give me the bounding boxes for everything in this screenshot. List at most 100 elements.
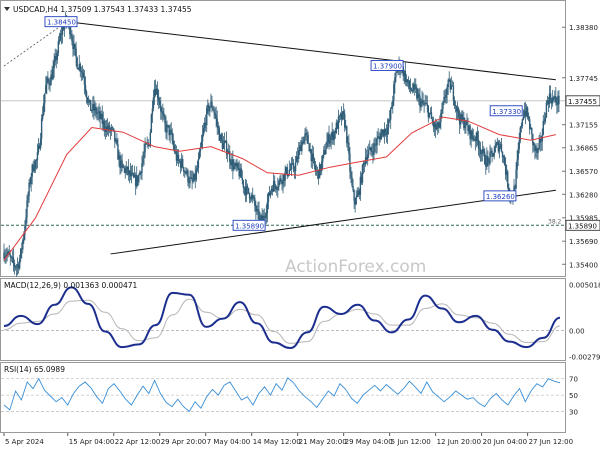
candle-body	[308, 143, 310, 152]
candle-body	[104, 129, 107, 132]
candle-body	[379, 136, 381, 140]
candle-body	[524, 111, 527, 116]
candle-body	[214, 112, 216, 116]
candle-body	[174, 151, 177, 153]
candle-body	[287, 174, 289, 176]
candle-body	[373, 143, 375, 155]
candle-body	[13, 262, 16, 267]
candle-body	[206, 108, 208, 126]
candle-body	[84, 85, 87, 92]
candle-body	[70, 34, 72, 37]
candle-body	[22, 239, 24, 250]
candle-body	[442, 102, 444, 110]
candle-body	[25, 217, 27, 226]
candle-body	[359, 176, 362, 195]
candle-body	[450, 85, 453, 90]
candle-body	[471, 130, 473, 137]
macd-pane-title: MACD(12,26,9) 0.001363 0.000471	[4, 281, 138, 290]
candle-body	[448, 79, 450, 81]
candle-body	[303, 137, 305, 144]
candle-body	[547, 100, 550, 105]
candle-body	[122, 164, 124, 168]
price-annotation-label: 1.35890	[235, 222, 264, 230]
candle-body	[200, 141, 203, 148]
candle-body	[171, 132, 173, 141]
candle-body	[11, 256, 14, 258]
candle-body	[302, 141, 304, 144]
candle-body	[276, 188, 278, 190]
candle-body	[129, 170, 132, 177]
collapse-triangle-icon[interactable]	[4, 7, 10, 11]
x-tick-label: 29 May 04:00	[345, 438, 393, 446]
last-price-label: 1.37455	[568, 98, 597, 106]
candle-body	[434, 123, 437, 130]
candle-body	[249, 198, 252, 200]
candle-body	[381, 129, 384, 133]
candle-body	[461, 114, 463, 121]
candle-body	[233, 165, 235, 170]
candle-body	[323, 150, 325, 156]
x-tick-label: 7 May 04:00	[207, 438, 251, 446]
candle-body	[23, 234, 25, 240]
candle-body	[337, 116, 340, 129]
moving-average-line	[3, 116, 556, 261]
candle-body	[100, 113, 102, 119]
candle-body	[37, 145, 40, 153]
candle-body	[15, 266, 18, 268]
candle-body	[49, 84, 51, 86]
candle-body	[291, 163, 294, 165]
candle-body	[218, 128, 220, 141]
candle-body	[468, 125, 470, 132]
candle-body	[254, 198, 256, 207]
candle-body	[539, 138, 541, 144]
candle-body	[12, 257, 15, 263]
candle-body	[534, 144, 536, 151]
candle-body	[139, 172, 141, 175]
candle-body	[167, 125, 169, 127]
candle-body	[236, 163, 238, 167]
candle-body	[134, 174, 137, 187]
candle-body	[131, 173, 134, 175]
candle-body	[273, 180, 276, 186]
candle-body	[395, 72, 397, 78]
candle-body	[488, 158, 490, 164]
candle-body	[213, 110, 215, 113]
candle-body	[544, 117, 547, 122]
candle-body	[325, 148, 327, 155]
candle-body	[314, 166, 317, 171]
candle-body	[17, 264, 20, 269]
candle-body	[282, 174, 284, 185]
candle-body	[518, 140, 520, 149]
candle-body	[444, 96, 446, 99]
candle-body	[446, 87, 448, 95]
candle-body	[443, 96, 445, 103]
candle-body	[322, 155, 324, 162]
candle-body	[18, 258, 21, 269]
candle-body	[445, 94, 447, 99]
price-annotation-box	[370, 59, 404, 71]
candle-body	[557, 95, 559, 105]
candle-body	[378, 136, 380, 138]
candle-body	[404, 71, 407, 82]
candle-body	[318, 164, 321, 179]
candle-body	[252, 194, 254, 197]
macd-line	[3, 286, 561, 350]
candle-body	[278, 181, 280, 187]
candle-body	[483, 149, 485, 153]
candle-body	[538, 143, 540, 149]
candle-body	[549, 93, 552, 100]
macd-tick-label: 0.005018	[569, 281, 600, 289]
candle-body	[535, 148, 537, 151]
candle-body	[385, 132, 388, 135]
candle-body	[441, 109, 443, 114]
candle-body	[311, 153, 314, 162]
candle-body	[155, 88, 158, 95]
candle-body	[231, 159, 233, 166]
candle-body	[412, 84, 415, 91]
candle-body	[326, 141, 328, 149]
candle-body	[500, 144, 503, 152]
candle-body	[46, 77, 48, 86]
candle-body	[491, 150, 493, 154]
candle-body	[310, 149, 312, 162]
candle-body	[6, 253, 8, 256]
